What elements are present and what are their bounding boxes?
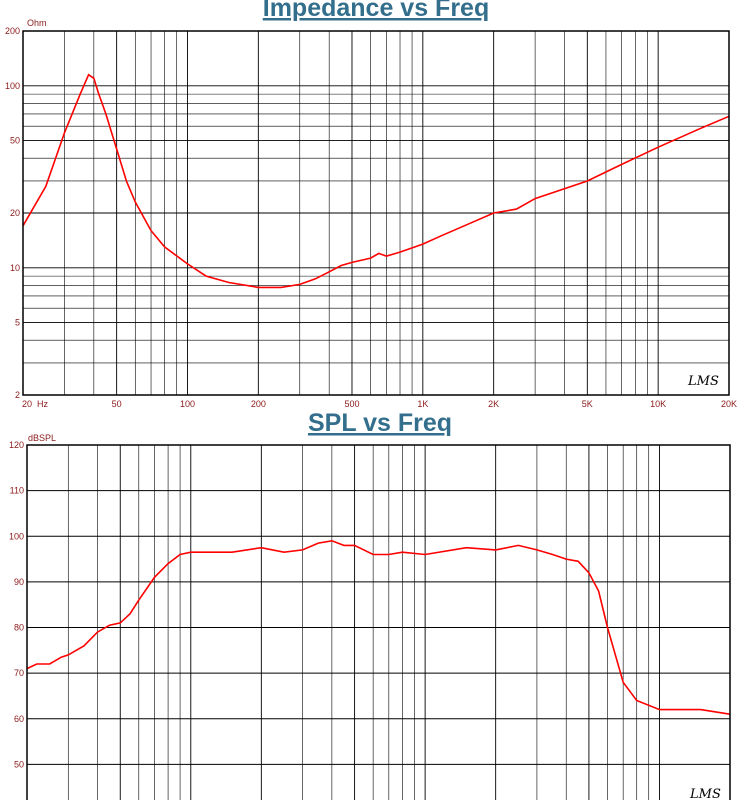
impedance-x-tick-label: 10K	[650, 399, 666, 409]
impedance-y-tick-label: 50	[10, 136, 20, 146]
impedance-x-tick-label: 100	[180, 399, 195, 409]
impedance-grid	[22, 30, 730, 396]
impedance-plot-frame	[22, 30, 730, 396]
spl-signature: LMS	[689, 787, 721, 800]
impedance-x-tick-label: 20K	[721, 399, 737, 409]
spl-grid	[26, 444, 731, 800]
impedance-x-tick-label: 500	[344, 399, 359, 409]
impedance-x-tick-label: 1K	[417, 399, 428, 409]
spl-y-ticks: 120 110 100 90 80 70 60 50	[9, 440, 24, 769]
impedance-title: Impedance vs Freq	[263, 0, 489, 22]
spl-y-tick-label: 80	[14, 623, 24, 633]
spl-y-tick-label: 120	[9, 440, 24, 450]
impedance-y-tick-label: 2	[15, 390, 20, 400]
spl-y-tick-label: 110	[10, 486, 24, 496]
impedance-curve	[22, 73, 730, 289]
spl-y-unit: dBSPL	[28, 433, 56, 443]
impedance-y-tick-label: 200	[5, 26, 20, 36]
spl-y-tick-label: 100	[9, 531, 24, 541]
impedance-y-ticks: 200 100 50 20 10 5 2	[5, 26, 20, 400]
impedance-y-tick-label: 10	[10, 263, 20, 273]
impedance-x-unit: Hz	[37, 399, 48, 409]
impedance-y-tick-label: 100	[5, 81, 20, 91]
spl-y-tick-label: 90	[14, 577, 24, 587]
spl-y-tick-label: 70	[14, 668, 24, 678]
impedance-x-tick-label: 2K	[488, 399, 499, 409]
impedance-x-tick-label: 20	[22, 399, 32, 409]
impedance-x-tick-label: 50	[112, 399, 122, 409]
impedance-chart: Impedance vs Freq Ohm 200 100 50 20 10 5 2 20 5…	[5, 0, 737, 409]
impedance-y-tick-label: 20	[10, 208, 20, 218]
spl-plot-frame	[26, 444, 731, 800]
spl-y-tick-label: 60	[14, 714, 24, 724]
impedance-signature: LMS	[687, 374, 719, 389]
impedance-x-tick-label: 5K	[582, 399, 593, 409]
impedance-y-tick-label: 5	[15, 318, 20, 328]
spl-chart: SPL vs Freq dBSPL 120 110 100 90 80 70 60 50 LM…	[9, 409, 731, 800]
impedance-y-unit: Ohm	[27, 18, 47, 28]
impedance-x-tick-label: 200	[251, 399, 266, 409]
spl-title: SPL vs Freq	[308, 409, 452, 437]
spl-curve	[26, 539, 731, 715]
spl-y-tick-label: 50	[14, 759, 24, 769]
impedance-x-ticks: 20 50 100 200 500 1K 2K 5K 10K 20K	[22, 399, 737, 409]
